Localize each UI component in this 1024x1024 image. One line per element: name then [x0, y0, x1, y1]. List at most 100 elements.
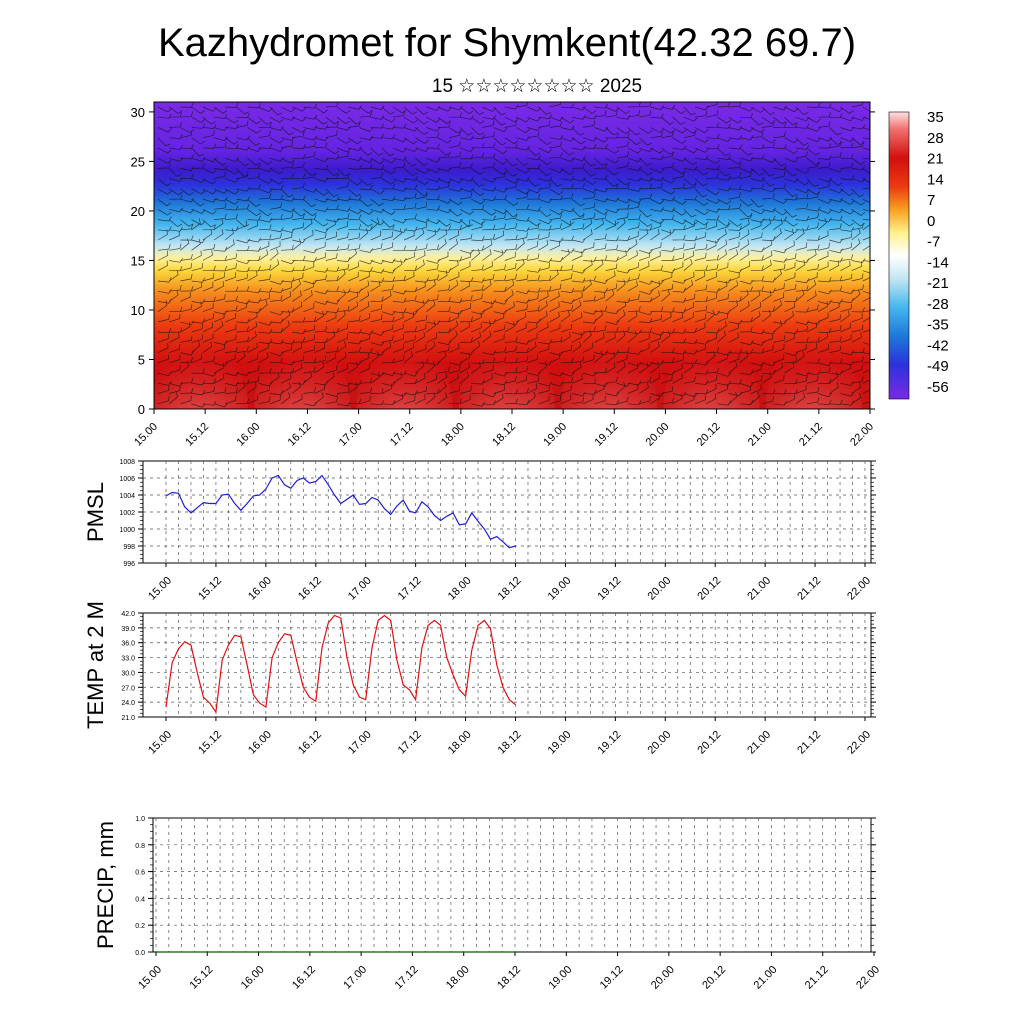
wind-barb [583, 275, 597, 282]
precip-ylabel: PRECIP, mm [93, 821, 118, 949]
wind-barb [247, 103, 261, 109]
wind-barb [169, 243, 182, 251]
wind-barb [650, 265, 664, 272]
wind-barb [538, 381, 553, 387]
wind-barb [269, 137, 284, 144]
wind-barb [426, 299, 436, 312]
wind-barb [661, 357, 675, 364]
wind-barb [482, 392, 497, 398]
wind-barb [538, 168, 552, 177]
wind-barb [381, 357, 395, 364]
wind-barb [426, 332, 437, 343]
wind-barb [459, 127, 473, 136]
wind-barb [180, 102, 194, 108]
wind-barb [157, 178, 171, 187]
y-tick-label: 36.0 [121, 641, 135, 648]
wind-barb [627, 363, 639, 374]
wind-barb [784, 262, 796, 272]
wind-barb [359, 333, 371, 343]
wind-barb [403, 106, 418, 115]
wind-barb [806, 137, 821, 143]
wind-barb [392, 323, 404, 333]
wind-barb [650, 176, 665, 182]
wind-barb [571, 362, 582, 374]
wind-barb [717, 400, 732, 406]
wind-barb [482, 162, 496, 169]
wind-barb [750, 301, 762, 313]
wind-barb [269, 351, 284, 357]
wind-barb [683, 271, 695, 282]
wind-barb [225, 213, 238, 220]
wind-barb [862, 127, 870, 131]
wind-barb [762, 396, 774, 405]
wind-barb [761, 290, 772, 302]
wind-barb [471, 142, 485, 149]
wind-barb [706, 198, 721, 204]
wind-barb [191, 198, 205, 207]
wind-barb [314, 232, 327, 241]
wind-barb [504, 104, 519, 110]
wind-barb [762, 277, 776, 283]
wind-barb [616, 250, 627, 261]
wind-barb [269, 248, 279, 261]
wind-barb [336, 173, 350, 179]
wind-barb [247, 184, 261, 190]
wind-barb [269, 394, 281, 405]
x-tick-label: 18.00 [446, 729, 474, 757]
wind-barb [650, 131, 663, 139]
wind-barb [292, 238, 307, 243]
wind-barb [213, 142, 227, 149]
wind-barb [538, 395, 550, 405]
wind-barb [415, 298, 430, 304]
wind-barb [202, 313, 214, 323]
wind-barb [818, 367, 831, 374]
wind-barb [493, 127, 508, 133]
wind-barb [773, 216, 787, 222]
wind-barb [258, 234, 272, 241]
wind-barb [325, 346, 339, 353]
wind-barb [258, 188, 273, 194]
wind-barb [862, 389, 870, 394]
wind-barb [213, 196, 228, 202]
wind-barb [504, 120, 517, 128]
x-tick-label: 20.00 [645, 729, 673, 757]
wind-barb [348, 156, 362, 162]
wind-barb [638, 168, 653, 176]
wind-barb [583, 120, 596, 128]
wind-barb [336, 257, 351, 262]
wind-barb [415, 259, 425, 271]
wind-barb [236, 196, 250, 202]
wind-barb [683, 182, 697, 190]
wind-barb [795, 376, 808, 384]
wind-barb [404, 334, 416, 343]
wind-barb [359, 106, 373, 114]
wind-barb [583, 295, 596, 302]
wind-barb [627, 280, 638, 292]
wind-barb [292, 381, 302, 394]
wind-barb [851, 356, 864, 364]
wind-barb [415, 300, 425, 312]
wind-barb [683, 279, 694, 292]
wind-barb [392, 196, 407, 202]
wind-barb [336, 341, 347, 353]
wind-barb [694, 178, 708, 187]
wind-barb [247, 376, 260, 384]
wind-barb [605, 244, 619, 251]
colorbar-label: 35 [927, 109, 944, 126]
wind-barb [594, 279, 609, 284]
wind-barb [650, 250, 661, 261]
wind-barb [650, 359, 664, 365]
wind-barb [269, 390, 284, 396]
wind-barb [415, 147, 430, 152]
wind-barb [605, 236, 619, 242]
wind-barb [336, 196, 351, 202]
wind-barb [370, 331, 385, 336]
wind-barb [482, 273, 495, 282]
wind-barb [773, 299, 783, 312]
wind-barb [650, 341, 660, 353]
y-tick-label: 24.0 [121, 700, 135, 707]
chart-subtitle: 15 ☆☆☆☆☆☆☆☆ 2025 [432, 76, 642, 97]
wind-barb [403, 251, 416, 261]
